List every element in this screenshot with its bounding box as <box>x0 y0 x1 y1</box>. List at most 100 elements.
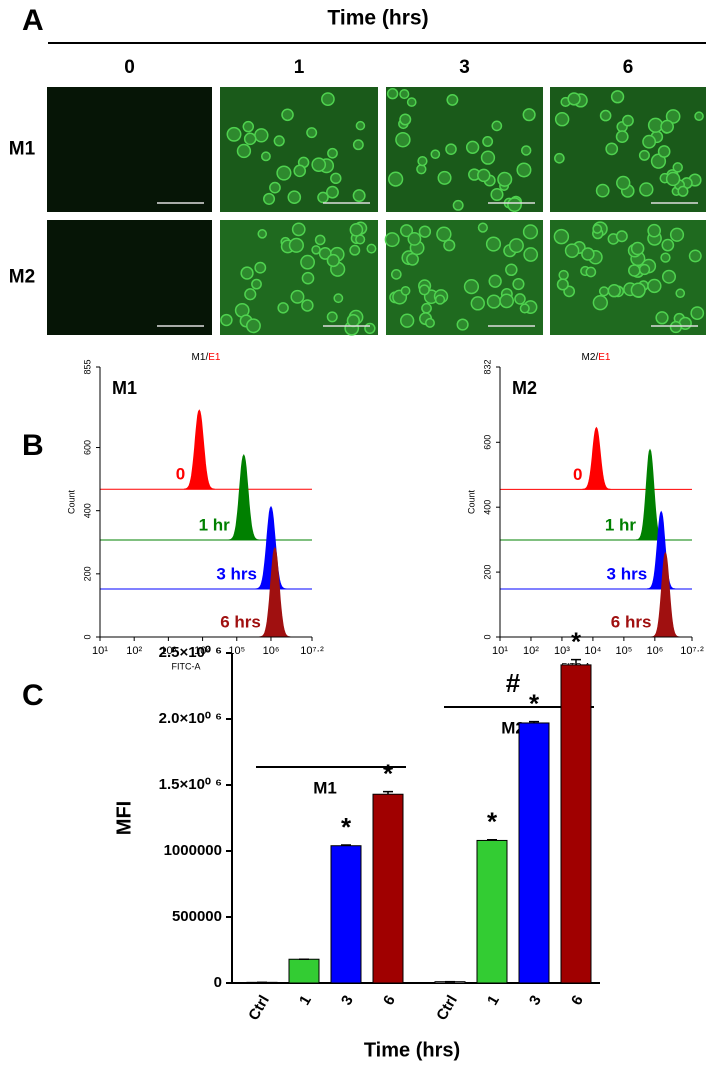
cell <box>425 317 435 328</box>
cell <box>507 197 522 213</box>
cell <box>364 322 376 335</box>
x-axis-label: Time (hrs) <box>364 1039 460 1061</box>
y-tick-label: 1000000 <box>164 842 222 859</box>
x-tick-label: 10⁷·² <box>680 645 704 657</box>
cell <box>556 278 569 291</box>
cell <box>246 318 261 334</box>
cell <box>661 238 675 252</box>
cell <box>366 243 377 254</box>
cell <box>647 278 662 294</box>
error-bar <box>487 839 497 841</box>
cell <box>306 127 318 139</box>
cell <box>254 128 269 143</box>
x-tick-label: 1 <box>296 992 315 1008</box>
cell <box>592 294 608 311</box>
histogram-peak <box>259 546 291 638</box>
cell <box>273 135 285 147</box>
cell <box>647 117 664 133</box>
cell <box>330 172 342 185</box>
cell <box>276 165 292 181</box>
cell <box>254 261 267 274</box>
cell <box>665 109 681 124</box>
x-tick-label: 10⁵ <box>228 645 245 657</box>
histogram-peak <box>255 505 287 590</box>
histogram-peak <box>647 510 676 590</box>
cell <box>434 294 446 305</box>
cell <box>240 266 254 280</box>
cell <box>553 228 570 245</box>
micrograph <box>47 220 212 335</box>
cell <box>349 244 361 256</box>
series-label: 0 <box>176 465 185 484</box>
cell <box>291 222 306 237</box>
cell <box>346 313 360 328</box>
cell <box>314 234 326 246</box>
cell <box>251 278 262 290</box>
cell <box>477 168 491 183</box>
cell <box>399 224 414 238</box>
series-label: 6 hrs <box>220 612 261 631</box>
cell <box>610 90 625 104</box>
cell <box>399 113 412 126</box>
cell <box>694 111 704 122</box>
x-tick-label: 6 <box>380 992 399 1008</box>
cell <box>638 263 651 276</box>
significance-star: * <box>487 807 498 837</box>
row-label: M2 <box>9 267 35 288</box>
series-label: 0 <box>573 465 582 484</box>
x-tick-label: 10⁶ <box>263 645 280 657</box>
bar <box>560 664 592 984</box>
x-tick-label: 1 <box>484 992 503 1008</box>
cell <box>226 126 242 142</box>
cell <box>430 149 441 160</box>
cell <box>522 224 539 240</box>
y-tick-label: 500000 <box>172 908 222 925</box>
cell <box>300 254 315 270</box>
y-tick-label: 0 <box>214 974 222 991</box>
cell <box>236 143 252 159</box>
cell <box>639 182 654 197</box>
bar <box>476 839 508 984</box>
cell <box>522 108 536 122</box>
y-tick-label: 2.0×10⁰ ⁶ <box>159 710 222 727</box>
cell <box>437 170 452 185</box>
cell <box>326 253 340 268</box>
cell <box>488 274 502 288</box>
significance-star: * <box>341 812 352 842</box>
y-axis-label: Count <box>466 490 476 515</box>
histogram-peak <box>183 409 215 490</box>
bar <box>330 845 362 984</box>
x-tick-label: 10⁵ <box>615 645 632 657</box>
cell <box>567 92 581 106</box>
micrograph <box>47 87 212 212</box>
cell <box>311 157 327 173</box>
cell <box>497 171 513 187</box>
cell <box>672 162 683 173</box>
cell <box>406 97 417 107</box>
cell <box>333 293 344 304</box>
cell <box>293 164 307 178</box>
cell <box>470 296 485 311</box>
cell <box>446 93 459 106</box>
cell <box>244 288 257 301</box>
title-sample: M2/ <box>582 352 599 363</box>
cell <box>592 224 603 234</box>
x-tick-label: 10³ <box>160 645 176 657</box>
x-tick-label: 10⁴ <box>194 645 211 657</box>
significance-star: * <box>571 626 582 656</box>
cell <box>317 191 329 204</box>
panel-label: A <box>22 4 44 37</box>
cell <box>630 282 646 298</box>
chart-title: M1/E1 <box>192 352 221 363</box>
cell <box>585 266 597 278</box>
cell <box>622 114 634 127</box>
cell <box>277 302 289 314</box>
axis-title: Time (hrs) <box>327 7 428 30</box>
cell <box>407 231 422 246</box>
cell <box>301 299 314 312</box>
group-annotation: # <box>506 668 521 698</box>
column-label: 1 <box>294 57 305 78</box>
column-label: 6 <box>623 57 634 78</box>
y-axis-label: MFI <box>113 801 135 835</box>
cell <box>326 185 339 199</box>
